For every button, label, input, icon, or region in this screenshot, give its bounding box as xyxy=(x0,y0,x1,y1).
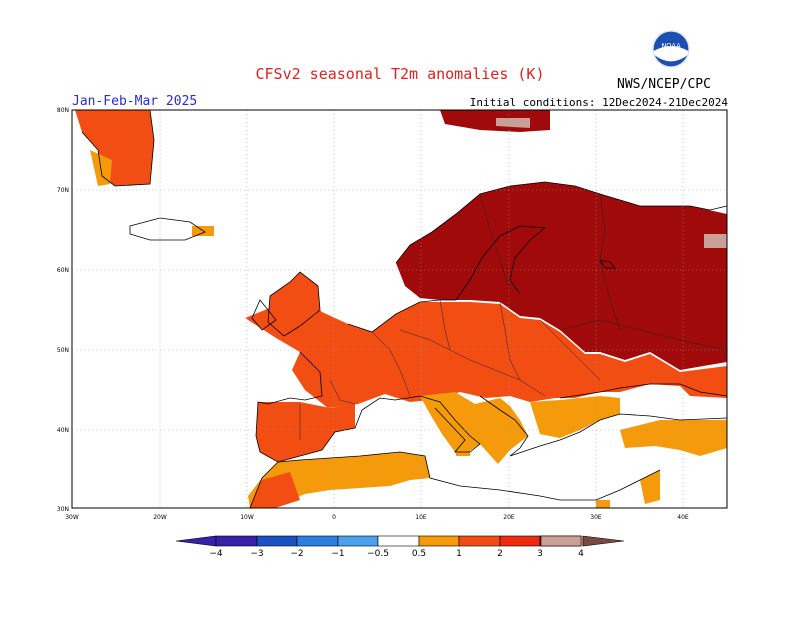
lat-label: 30N xyxy=(57,506,69,513)
colorbar-swatch xyxy=(499,535,541,547)
lon-label: 30W xyxy=(65,514,79,521)
lat-label: 50N xyxy=(57,347,69,354)
colorbar-label: 2 xyxy=(497,549,503,559)
colorbar-swatch xyxy=(215,535,258,547)
colorbar-label: −3 xyxy=(250,549,263,559)
colorbar-label: −1 xyxy=(331,549,344,559)
lat-label: 40N xyxy=(57,427,69,434)
noaa-logo: NOAA xyxy=(652,30,690,68)
colorbar-swatch xyxy=(540,535,582,547)
colorbar-label: 3 xyxy=(537,549,543,559)
colorbar-label: 0.5 xyxy=(412,549,426,559)
coastlines xyxy=(75,109,728,509)
lon-label: 0 xyxy=(332,514,336,521)
forecast-period: Jan-Feb-Mar 2025 xyxy=(72,94,198,109)
colorbar-label: −4 xyxy=(209,549,223,559)
lon-label: 20E xyxy=(503,514,515,521)
colorbar-swatch xyxy=(296,535,339,547)
initial-conditions: Initial conditions: 12Dec2024-21Dec2024 xyxy=(469,96,728,109)
colorbar-label: −2 xyxy=(290,549,303,559)
lon-label: 10E xyxy=(415,514,427,521)
anomaly-fill xyxy=(75,110,727,508)
longitude-labels: 30W 20W 10W 0 10E 20E 30E 40E xyxy=(65,514,689,521)
lon-label: 40E xyxy=(677,514,689,521)
colorbar-swatch xyxy=(337,535,379,547)
lat-label: 60N xyxy=(57,267,69,274)
lat-label: 80N xyxy=(57,107,69,114)
lon-label: 30E xyxy=(590,514,602,521)
lat-label: 70N xyxy=(57,187,69,194)
colorbar-label: 4 xyxy=(578,549,584,559)
colorbar-swatch xyxy=(418,535,460,547)
colorbar-arrow-high xyxy=(582,535,625,547)
map-frame xyxy=(71,109,728,509)
colorbar xyxy=(175,535,625,547)
colorbar-swatch xyxy=(458,535,501,547)
colorbar-labels: −4 −3 −2 −1 −0.5 0.5 1 2 3 4 xyxy=(209,549,584,559)
lon-label: 20W xyxy=(153,514,167,521)
map-title: CFSv2 seasonal T2m anomalies (K) xyxy=(255,65,545,83)
colorbar-swatch xyxy=(377,535,420,547)
colorbar-arrow-low xyxy=(175,535,217,547)
logo-text: NOAA xyxy=(661,42,681,50)
colorbar-label: −0.5 xyxy=(367,549,389,559)
lon-label: 10W xyxy=(240,514,254,521)
country-borders xyxy=(299,193,728,440)
colorbar-label: 1 xyxy=(456,549,462,559)
latitude-labels: 80N 70N 60N 50N 40N 30N xyxy=(57,107,69,513)
colorbar-swatch xyxy=(256,535,298,547)
agency-label: NWS/NCEP/CPC xyxy=(617,77,711,92)
